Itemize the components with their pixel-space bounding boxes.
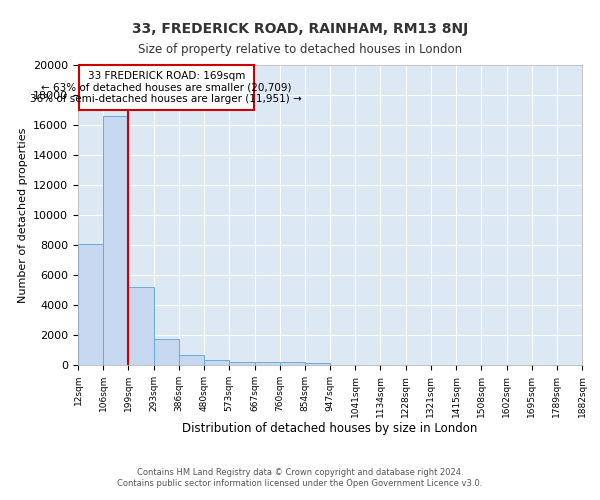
Y-axis label: Number of detached properties: Number of detached properties [17,128,28,302]
Bar [128,287,154,365]
Bar [78,244,103,365]
Bar [254,362,280,365]
X-axis label: Distribution of detached houses by size in London: Distribution of detached houses by size … [182,422,478,436]
Bar [154,339,179,365]
Bar [103,116,128,365]
Text: Contains HM Land Registry data © Crown copyright and database right 2024.
Contai: Contains HM Land Registry data © Crown c… [118,468,482,487]
Bar [79,65,254,110]
Bar [179,354,204,365]
Bar [204,360,229,365]
Text: 33, FREDERICK ROAD, RAINHAM, RM13 8NJ: 33, FREDERICK ROAD, RAINHAM, RM13 8NJ [132,22,468,36]
Bar [229,362,254,365]
Bar [305,363,330,365]
Bar [280,362,305,365]
Text: Size of property relative to detached houses in London: Size of property relative to detached ho… [138,42,462,56]
Text: 33 FREDERICK ROAD: 169sqm
← 63% of detached houses are smaller (20,709)
36% of s: 33 FREDERICK ROAD: 169sqm ← 63% of detac… [31,71,302,104]
